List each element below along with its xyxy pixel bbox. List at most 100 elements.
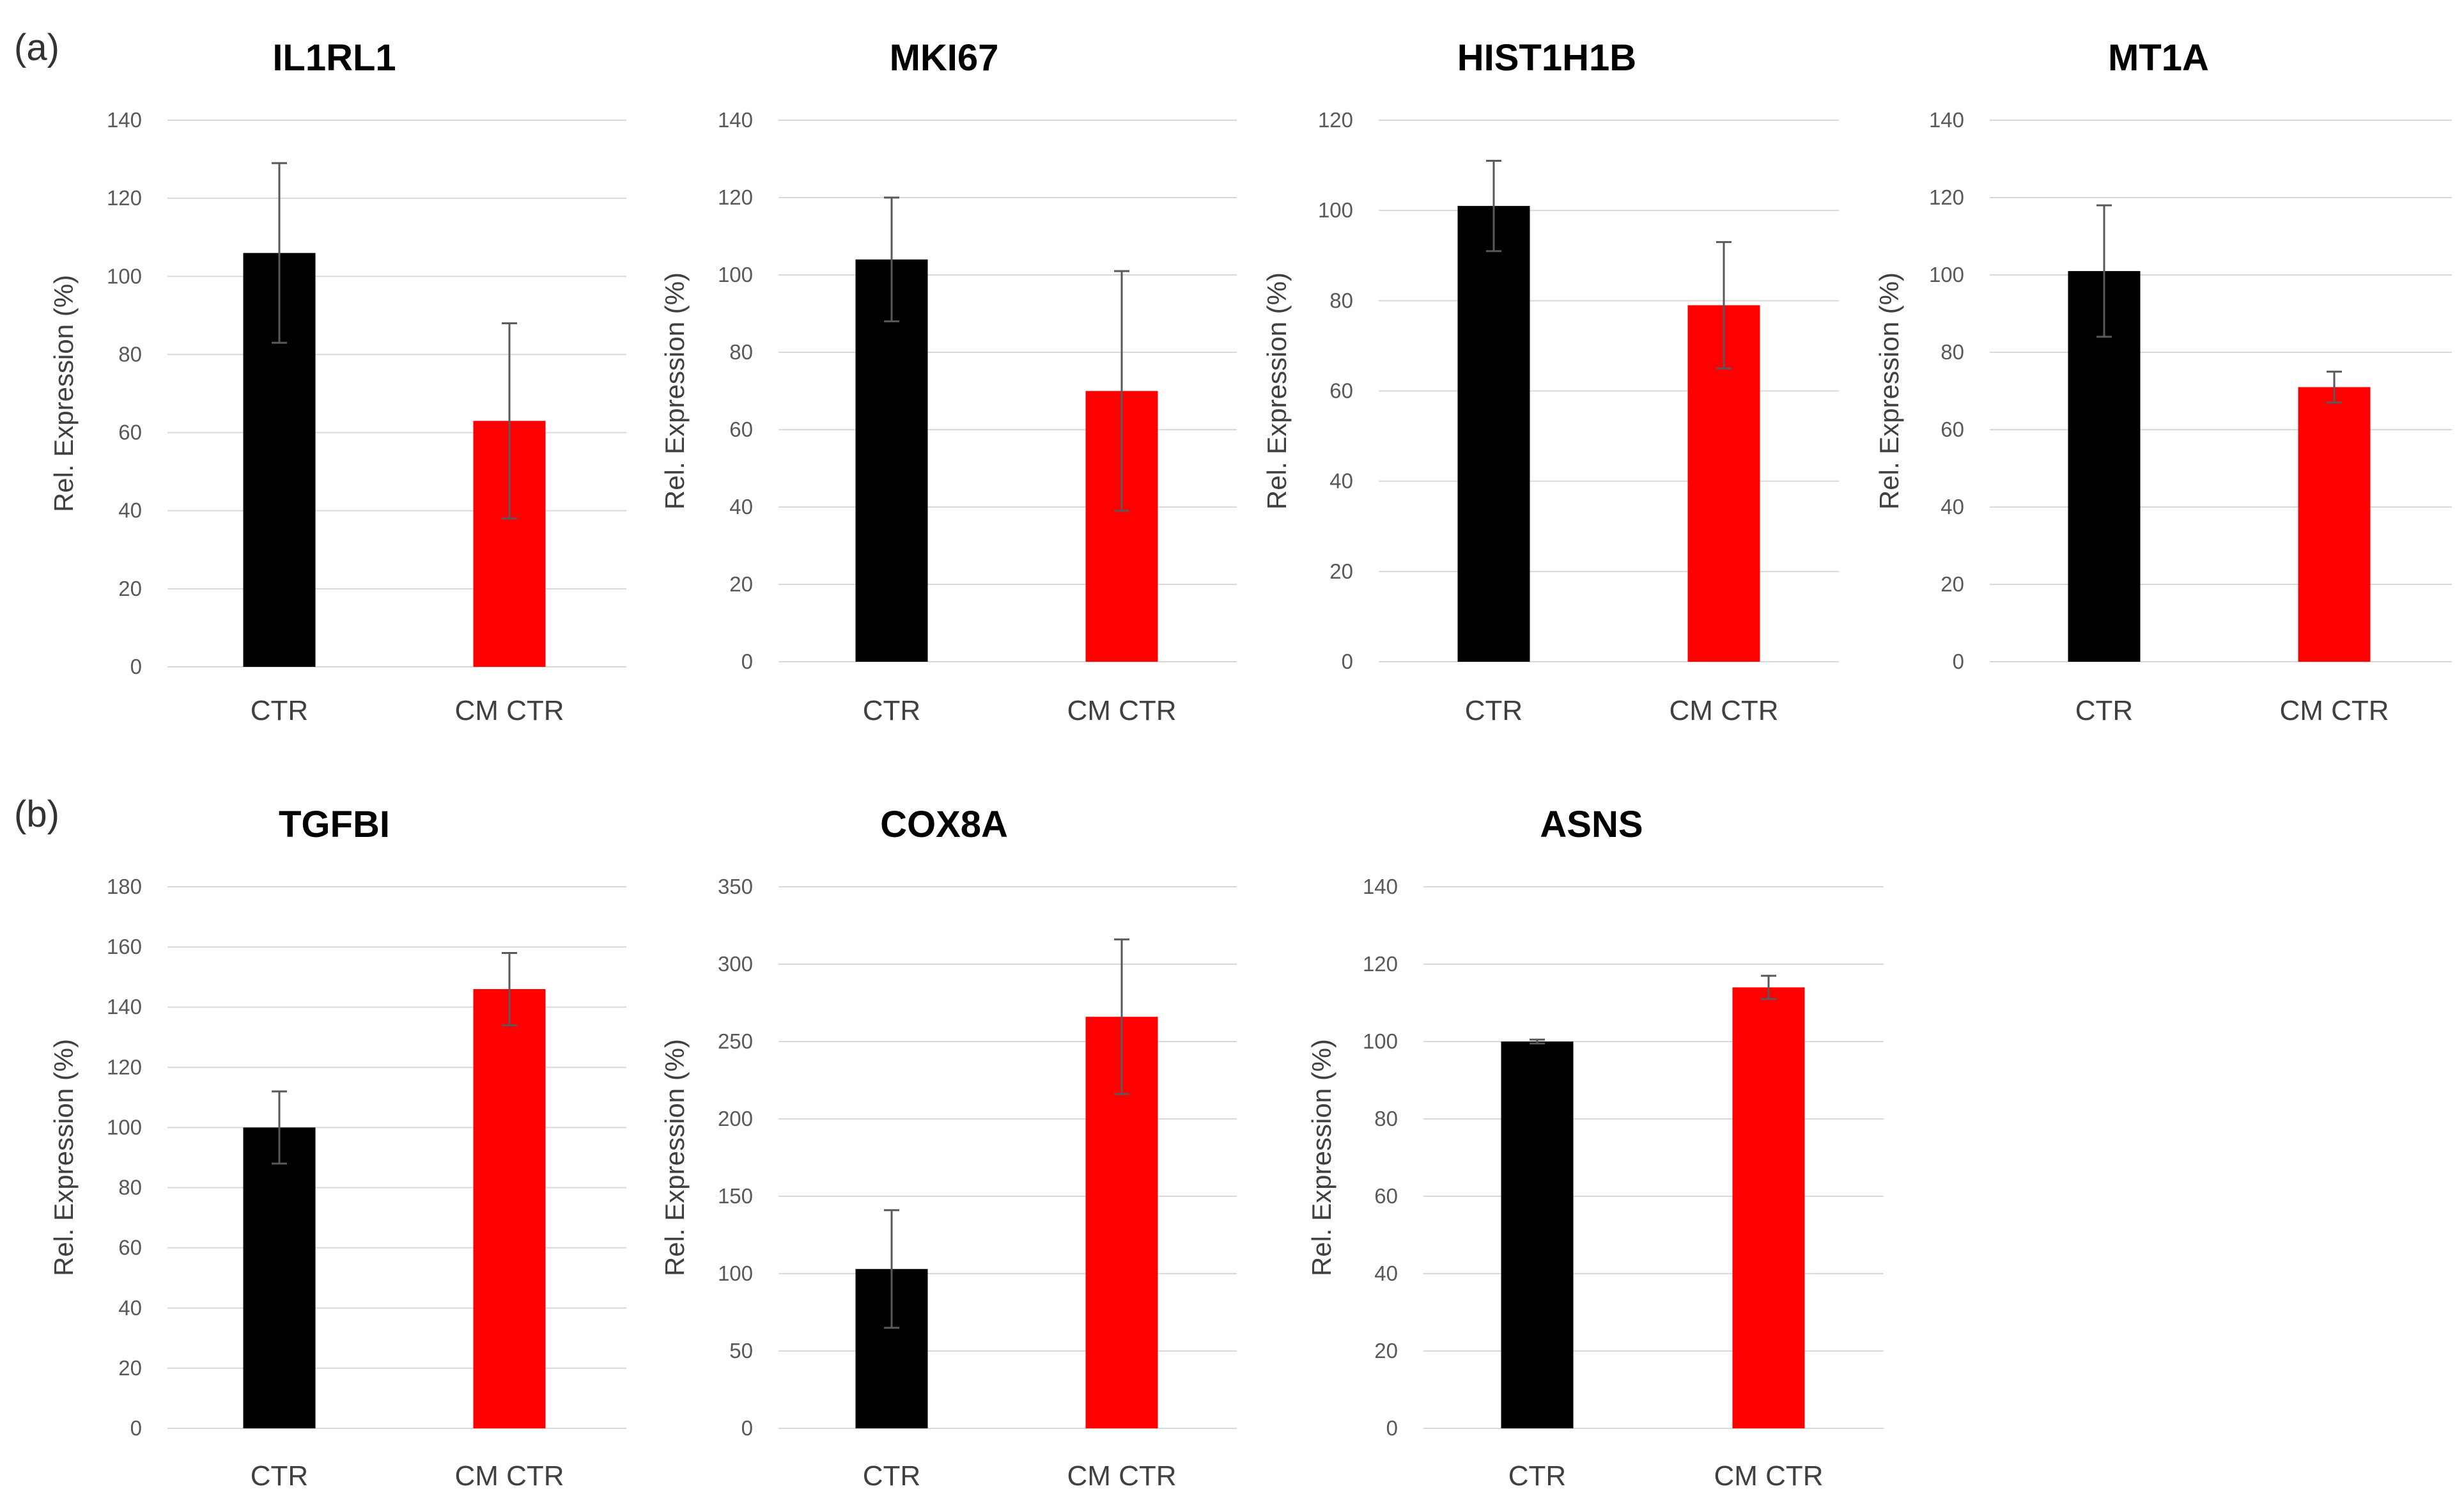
panel-label-a: (a) (14, 27, 59, 68)
y-axis-label: Rel. Expression (%) (1262, 272, 1292, 510)
y-tick-label: 350 (718, 875, 753, 898)
chart-title: COX8A (880, 804, 1008, 845)
y-tick-label: 120 (718, 185, 753, 209)
y-tick-label: 40 (1329, 469, 1353, 493)
y-tick-label: 40 (118, 499, 142, 522)
y-tick-label: 40 (1374, 1261, 1398, 1285)
y-tick-label: 140 (107, 108, 142, 132)
y-tick-label: 80 (729, 340, 753, 364)
bar-ctr (855, 259, 928, 662)
y-tick-label: 60 (729, 418, 753, 441)
x-category-label: CTR (863, 695, 920, 726)
y-tick-label: 20 (118, 1356, 142, 1380)
chart-mki67: MKI67 0 20 40 60 80 100 120 140 Rel. Expression (… (660, 37, 1237, 726)
y-tick-label: 80 (1329, 288, 1353, 312)
y-tick-label: 100 (1929, 263, 1964, 286)
y-tick-label: 60 (1941, 418, 1964, 441)
y-axis-label: Rel. Expression (%) (660, 272, 690, 510)
y-tick-label: 100 (718, 1261, 753, 1285)
y-tick-label: 20 (1329, 559, 1353, 583)
y-tick-label: 0 (1342, 650, 1353, 673)
bar-cm-ctr (473, 988, 546, 1428)
y-tick-label: 200 (718, 1107, 753, 1130)
y-tick-label: 180 (107, 875, 142, 898)
y-tick-label: 80 (118, 1176, 142, 1199)
y-tick-label: 40 (1941, 495, 1964, 519)
y-tick-label: 60 (1329, 379, 1353, 403)
chart-il1rl1: IL1RL1 0 20 40 60 80 100 120 140 Rel. Expression … (49, 37, 626, 726)
y-tick-label: 40 (118, 1296, 142, 1320)
x-category-label: CM CTR (454, 1460, 564, 1492)
y-tick-label: 20 (118, 577, 142, 600)
y-tick-label: 300 (718, 952, 753, 976)
y-tick-label: 60 (118, 421, 142, 444)
y-axis-label: Rel. Expression (%) (49, 275, 79, 512)
y-tick-label: 50 (729, 1339, 753, 1363)
chart-title: IL1RL1 (272, 37, 396, 79)
y-tick-label: 0 (741, 650, 753, 673)
x-category-label: CM CTR (1067, 1460, 1176, 1492)
bar-ctr (1501, 1042, 1574, 1428)
y-tick-label: 250 (718, 1029, 753, 1053)
y-axis-label: Rel. Expression (%) (1306, 1039, 1337, 1276)
y-tick-label: 140 (1363, 875, 1398, 898)
y-tick-label: 100 (107, 264, 142, 288)
chart-title: ASNS (1540, 804, 1643, 845)
y-tick-label: 100 (718, 263, 753, 286)
x-category-label: CM CTR (1714, 1460, 1823, 1492)
y-tick-label: 120 (1363, 952, 1398, 976)
bar-ctr (243, 1127, 316, 1428)
y-axis-label: Rel. Expression (%) (660, 1039, 690, 1276)
y-axis-label: Rel. Expression (%) (49, 1039, 79, 1276)
x-category-label: CTR (2075, 695, 2133, 726)
y-tick-label: 60 (118, 1236, 142, 1260)
y-tick-label: 0 (741, 1416, 753, 1440)
y-tick-label: 40 (729, 495, 753, 519)
y-tick-label: 0 (130, 1416, 142, 1440)
chart-cox8a: COX8A 0 50 100 150 200 250 300 350 Rel. Expressio… (660, 804, 1237, 1492)
y-tick-label: 100 (1363, 1029, 1398, 1053)
chart-mt1a: MT1A 0 20 40 60 80 100 120 140 Rel. Expression (%… (1874, 37, 2452, 726)
y-tick-label: 150 (718, 1184, 753, 1208)
bar-ctr (1457, 206, 1530, 662)
y-tick-label: 60 (1374, 1184, 1398, 1208)
y-tick-label: 160 (107, 935, 142, 958)
y-tick-label: 80 (1941, 340, 1964, 364)
y-tick-label: 20 (1941, 572, 1964, 596)
y-tick-label: 80 (1374, 1107, 1398, 1130)
x-category-label: CTR (251, 1460, 308, 1492)
y-tick-label: 120 (107, 1055, 142, 1079)
y-tick-label: 140 (107, 995, 142, 1019)
x-category-label: CTR (863, 1460, 920, 1492)
chart-title: MT1A (2108, 37, 2209, 79)
y-tick-label: 0 (130, 655, 142, 678)
chart-title: MKI67 (890, 37, 999, 79)
x-category-label: CTR (251, 695, 308, 726)
bar-cm-ctr (2298, 387, 2371, 662)
y-tick-label: 80 (118, 342, 142, 366)
y-tick-label: 140 (1929, 108, 1964, 132)
x-category-label: CM CTR (2279, 695, 2389, 726)
panel-label-b: (b) (14, 793, 59, 835)
y-tick-label: 0 (1953, 650, 1964, 673)
chart-title: TGFBI (279, 804, 390, 845)
x-category-label: CM CTR (1669, 695, 1778, 726)
y-tick-label: 100 (107, 1115, 142, 1139)
y-tick-label: 120 (107, 186, 142, 210)
y-tick-label: 100 (1318, 198, 1353, 222)
x-category-label: CM CTR (454, 695, 564, 726)
y-axis-label: Rel. Expression (%) (1874, 272, 1904, 510)
y-tick-label: 20 (1374, 1339, 1398, 1363)
chart-tgfbi: TGFBI 0 20 40 60 80 100 120 140 160 180 Rel. Expres… (49, 804, 626, 1492)
bar-cm-ctr (1732, 987, 1805, 1428)
y-tick-label: 120 (1318, 108, 1353, 132)
y-tick-label: 20 (729, 572, 753, 596)
chart-hist1h1b: HIST1H1B 0 20 40 60 80 100 120 Rel. Expression (… (1262, 37, 1839, 726)
charts-group: IL1RL1 0 20 40 60 80 100 120 140 Rel. Expression … (49, 37, 2452, 1492)
y-tick-label: 0 (1386, 1416, 1398, 1440)
chart-title: HIST1H1B (1457, 37, 1636, 79)
x-category-label: CTR (1465, 695, 1523, 726)
x-category-label: CM CTR (1067, 695, 1176, 726)
y-tick-label: 120 (1929, 185, 1964, 209)
